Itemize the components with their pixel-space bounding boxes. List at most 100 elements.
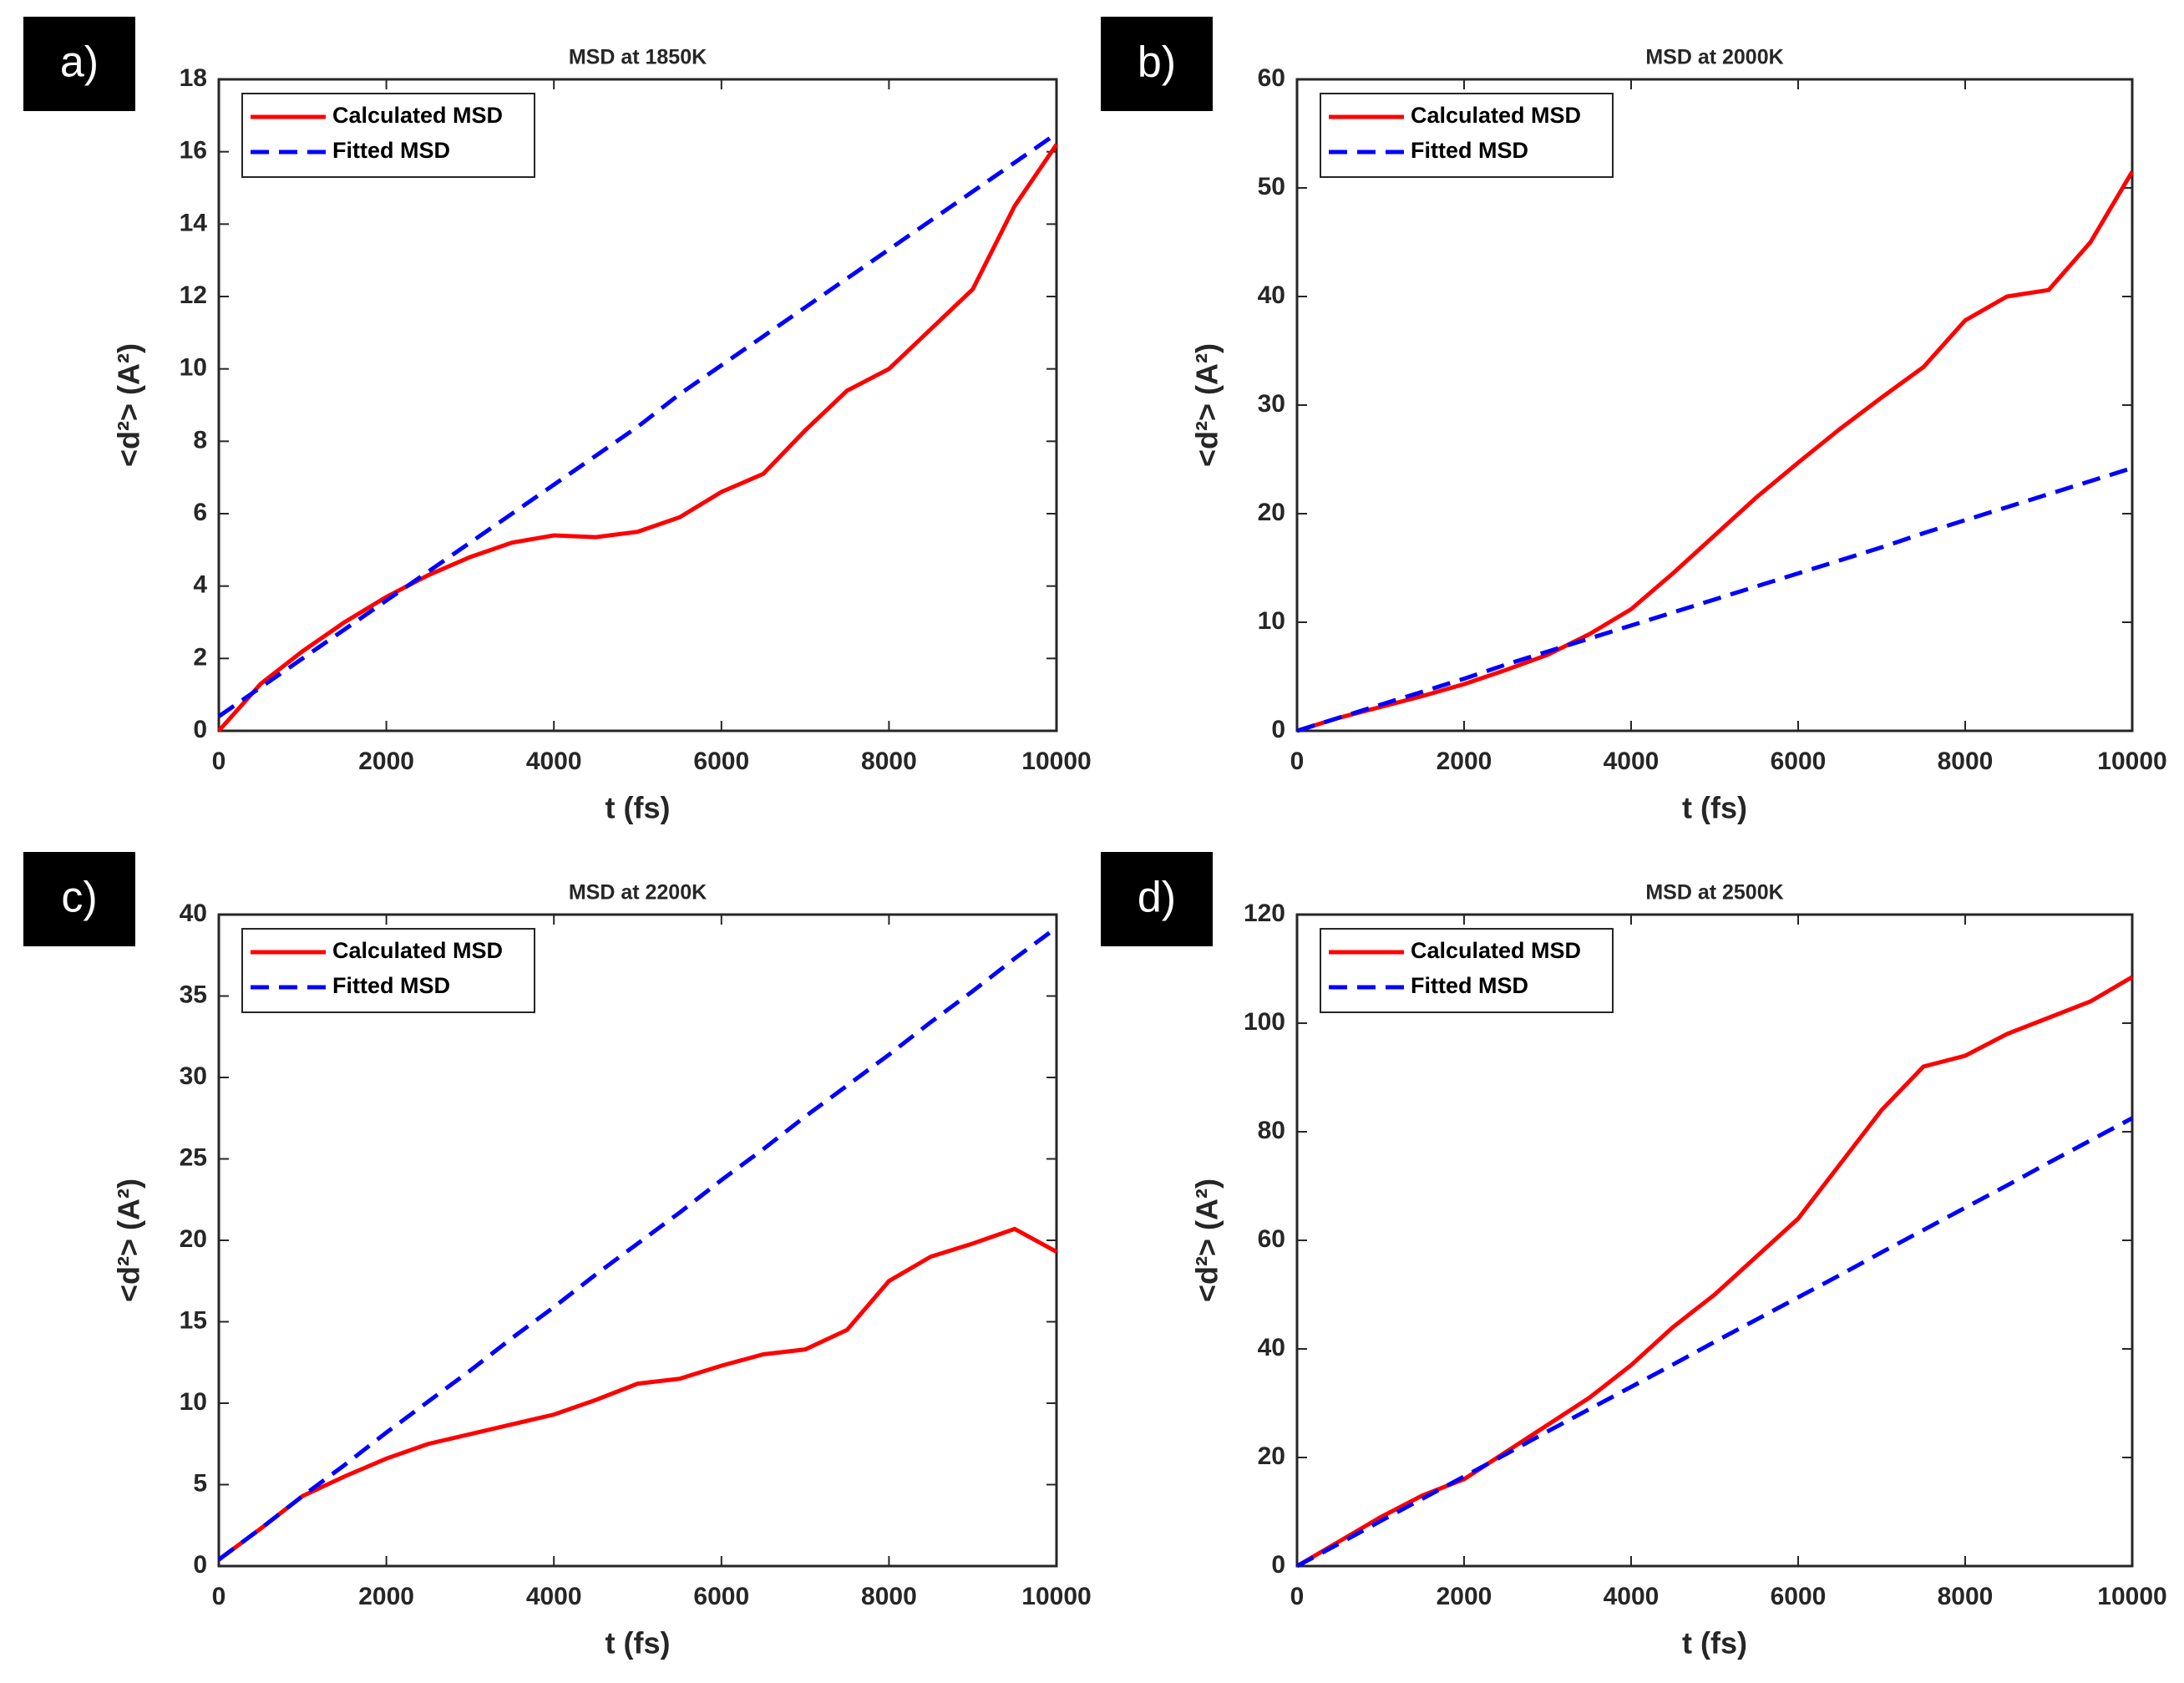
legend-label: Fitted MSD bbox=[1411, 138, 1528, 163]
y-tick-label: 50 bbox=[1258, 173, 1285, 200]
x-tick-label: 4000 bbox=[1604, 748, 1660, 775]
y-tick-label: 2 bbox=[193, 643, 207, 671]
x-tick-label: 2000 bbox=[358, 748, 414, 775]
x-tick-label: 6000 bbox=[693, 748, 749, 775]
y-tick-label: 8 bbox=[193, 426, 207, 454]
y-tick-label: 40 bbox=[1258, 1334, 1285, 1361]
y-tick-label: 18 bbox=[180, 64, 207, 92]
y-tick-label: 80 bbox=[1258, 1117, 1285, 1144]
y-tick-label: 10 bbox=[180, 354, 207, 382]
chart-title: MSD at 1850K bbox=[569, 46, 707, 69]
y-tick-label: 16 bbox=[180, 137, 207, 165]
x-tick-label: 10000 bbox=[1021, 748, 1091, 775]
y-tick-label: 14 bbox=[180, 209, 208, 236]
x-tick-label: 4000 bbox=[1604, 1583, 1660, 1610]
y-tick-label: 0 bbox=[193, 716, 207, 743]
y-tick-label: 60 bbox=[1258, 64, 1285, 92]
series-line bbox=[217, 143, 1059, 733]
y-tick-label: 0 bbox=[193, 1551, 207, 1579]
y-axis-label: <d²> (A²) bbox=[112, 343, 146, 467]
y-tick-label: 20 bbox=[1258, 499, 1285, 526]
legend-label: Calculated MSD bbox=[1411, 938, 1581, 963]
y-tick-label: 40 bbox=[180, 900, 207, 927]
x-tick-label: 2000 bbox=[1437, 1583, 1492, 1610]
y-tick-label: 4 bbox=[193, 571, 207, 599]
legend-label: Fitted MSD bbox=[332, 138, 450, 163]
plot-area bbox=[217, 913, 1058, 1568]
y-tick-label: 5 bbox=[193, 1469, 207, 1497]
y-tick-label: 35 bbox=[180, 981, 207, 1008]
y-axis-label: <d²> (A²) bbox=[112, 1179, 146, 1302]
y-tick-label: 30 bbox=[1258, 390, 1285, 418]
series-line bbox=[1296, 466, 2133, 733]
legend-label: Fitted MSD bbox=[332, 973, 450, 998]
chart-title: MSD at 2000K bbox=[1645, 46, 1783, 69]
x-axis-label: t (fs) bbox=[606, 791, 671, 825]
x-tick-label: 0 bbox=[212, 748, 226, 775]
x-tick-label: 2000 bbox=[358, 1583, 414, 1610]
y-tick-label: 20 bbox=[180, 1225, 207, 1253]
y-tick-label: 10 bbox=[180, 1388, 207, 1416]
panel-label: a) bbox=[60, 38, 99, 87]
y-tick-label: 0 bbox=[1271, 1551, 1285, 1579]
x-tick-label: 6000 bbox=[1771, 748, 1827, 775]
legend-box bbox=[1320, 928, 1614, 1013]
legend-label: Calculated MSD bbox=[332, 103, 503, 128]
x-tick-label: 0 bbox=[1290, 1583, 1305, 1610]
y-tick-label: 6 bbox=[193, 499, 207, 526]
series-line bbox=[1295, 1116, 2134, 1569]
x-tick-label: 0 bbox=[1290, 748, 1305, 775]
x-tick-label: 4000 bbox=[526, 748, 582, 775]
y-tick-label: 40 bbox=[1258, 281, 1285, 309]
plot-area bbox=[217, 78, 1058, 733]
panel-label-box bbox=[23, 852, 135, 946]
series-line bbox=[217, 1226, 1058, 1562]
x-tick-label: 8000 bbox=[861, 1583, 917, 1610]
x-tick-label: 0 bbox=[212, 1583, 226, 1610]
legend-box bbox=[1320, 93, 1614, 178]
y-tick-label: 15 bbox=[180, 1306, 207, 1334]
y-tick-label: 30 bbox=[180, 1062, 207, 1090]
chart-title: MSD at 2200K bbox=[569, 881, 707, 905]
y-axis-label: <d²> (A²) bbox=[1190, 343, 1224, 467]
x-tick-label: 8000 bbox=[1938, 748, 1994, 775]
x-tick-label: 10000 bbox=[1021, 1583, 1091, 1610]
x-axis-label: t (fs) bbox=[606, 1626, 671, 1660]
panel-label: c) bbox=[61, 874, 97, 922]
y-axis-label: <d²> (A²) bbox=[1190, 1179, 1224, 1302]
y-tick-label: 10 bbox=[1258, 607, 1285, 635]
panel-label: d) bbox=[1138, 874, 1176, 922]
series-line bbox=[217, 925, 1058, 1562]
legend-box bbox=[241, 93, 535, 178]
y-tick-label: 0 bbox=[1271, 716, 1285, 743]
y-tick-label: 100 bbox=[1244, 1008, 1285, 1036]
plot-area bbox=[1295, 78, 2134, 733]
legend-box bbox=[241, 928, 535, 1013]
legend-label: Fitted MSD bbox=[1411, 973, 1528, 998]
x-tick-label: 10000 bbox=[2097, 1583, 2166, 1610]
y-tick-label: 12 bbox=[180, 281, 207, 309]
x-tick-label: 6000 bbox=[693, 1583, 749, 1610]
x-axis-label: t (fs) bbox=[1682, 1626, 1747, 1660]
x-tick-label: 4000 bbox=[526, 1583, 582, 1610]
legend-label: Calculated MSD bbox=[332, 938, 503, 963]
x-tick-label: 10000 bbox=[2097, 748, 2166, 775]
series-line bbox=[1296, 170, 2135, 733]
x-tick-label: 8000 bbox=[1938, 1583, 1994, 1610]
y-tick-label: 60 bbox=[1258, 1225, 1285, 1253]
x-axis-label: t (fs) bbox=[1682, 791, 1747, 825]
x-tick-label: 2000 bbox=[1437, 748, 1492, 775]
panel-label-box bbox=[1101, 852, 1213, 946]
panel-label: b) bbox=[1138, 38, 1176, 87]
y-tick-label: 20 bbox=[1258, 1442, 1285, 1470]
x-tick-label: 6000 bbox=[1771, 1583, 1827, 1610]
chart-title: MSD at 2500K bbox=[1645, 881, 1783, 905]
y-tick-label: 25 bbox=[180, 1143, 207, 1171]
y-tick-label: 120 bbox=[1244, 900, 1285, 927]
plot-area bbox=[1295, 913, 2134, 1568]
panel-label-box bbox=[23, 17, 135, 111]
panel-label-box bbox=[1101, 17, 1213, 111]
legend-label: Calculated MSD bbox=[1411, 103, 1581, 128]
x-tick-label: 8000 bbox=[861, 748, 917, 775]
